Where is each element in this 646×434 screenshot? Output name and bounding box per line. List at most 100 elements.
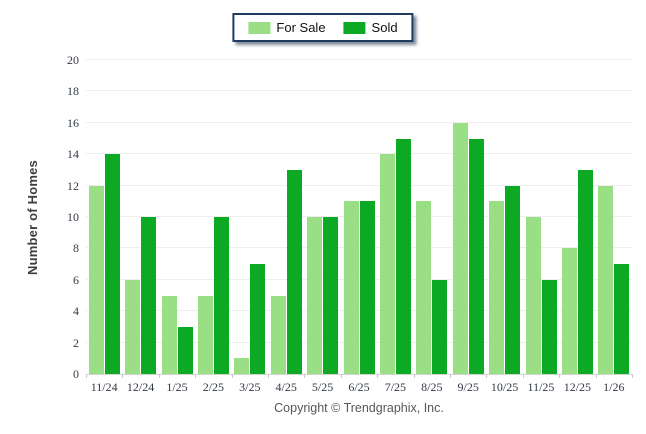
bar-sold-10-25[interactable] [505, 185, 521, 374]
legend-label-for-sale: For Sale [276, 20, 326, 35]
bar-sold-9-25[interactable] [468, 138, 484, 374]
x-axis-tick [195, 374, 197, 378]
x-tick-label-6-25: 6/25 [348, 380, 370, 394]
bar-for-sale-12-25[interactable] [561, 248, 577, 374]
x-tick-label-1-26: 1/26 [603, 380, 625, 394]
bar-for-sale-3-25[interactable] [234, 358, 250, 374]
y-tick-label-10: 10 [67, 210, 79, 224]
x-axis-tick [522, 374, 524, 378]
legend-swatch-for-sale [248, 21, 271, 34]
x-axis-tick [340, 374, 342, 378]
bar-sold-5-25[interactable] [323, 217, 339, 374]
bar-group-4-25 [268, 60, 304, 374]
bar-sold-2-25[interactable] [213, 217, 229, 374]
bar-sold-4-25[interactable] [286, 169, 302, 374]
legend-label-sold: Sold [371, 20, 398, 35]
bar-group-12-25 [559, 60, 595, 374]
x-tick-label-8-25: 8/25 [421, 380, 443, 394]
y-tick-label-14: 14 [67, 147, 79, 162]
bar-sold-7-25[interactable] [395, 138, 411, 374]
bar-sold-1-25[interactable] [177, 326, 193, 374]
x-axis-tick [268, 374, 269, 378]
y-tick-label-4: 4 [73, 304, 79, 319]
gridline-y-8 [86, 247, 632, 249]
x-tick-label-5-25: 5/25 [311, 380, 334, 394]
x-tick-label-10-25: 10/25 [490, 380, 519, 394]
gridline-y-14 [86, 153, 632, 155]
bar-sold-12-25[interactable] [577, 169, 593, 374]
bar-sold-11-25[interactable] [541, 279, 557, 374]
bar-group-11-25 [523, 60, 559, 374]
gridline-y-20 [86, 59, 632, 60]
bar-for-sale-11-24[interactable] [88, 185, 104, 374]
x-axis-tick [632, 374, 633, 378]
x-axis-tick [559, 374, 561, 378]
bar-group-6-25 [341, 60, 377, 374]
x-axis-tick [595, 374, 597, 378]
x-axis-tick [122, 374, 124, 378]
x-tick-label-3-25: 3/25 [239, 380, 261, 394]
bar-group-9-25 [450, 60, 486, 374]
x-axis-tick [86, 374, 87, 378]
bar-for-sale-1-25[interactable] [161, 295, 177, 374]
x-tick-label-11-25: 11/25 [527, 380, 555, 394]
bar-group-2-25 [195, 60, 231, 374]
bar-group-1-25 [159, 60, 195, 374]
copyright-text: Copyright © Trendgraphix, Inc. [274, 401, 444, 415]
y-tick-label-8: 8 [73, 241, 79, 256]
bar-sold-8-25[interactable] [432, 279, 448, 374]
bar-sold-6-25[interactable] [359, 201, 375, 374]
y-tick-label-16: 16 [67, 115, 79, 130]
x-axis-tick [377, 374, 379, 378]
x-axis-tick [304, 374, 306, 378]
bar-for-sale-1-26[interactable] [598, 185, 614, 374]
legend-item-for-sale: For Sale [248, 20, 326, 35]
x-axis-tick [158, 374, 160, 378]
bar-sold-3-25[interactable] [250, 264, 266, 374]
bar-group-1-26 [596, 60, 632, 374]
bar-group-12-24 [122, 60, 158, 374]
y-tick-label-18: 18 [67, 84, 79, 99]
y-tick-label-2: 2 [73, 335, 79, 350]
bar-sold-11-24[interactable] [104, 154, 120, 374]
x-tick-label-1-25: 1/25 [166, 380, 188, 394]
bar-group-5-25 [304, 60, 340, 374]
x-tick-label-9-25: 9/25 [457, 380, 479, 394]
bar-for-sale-5-25[interactable] [307, 217, 323, 374]
x-tick-label-4-25: 4/25 [275, 380, 297, 394]
x-tick-label-2-25: 2/25 [202, 380, 225, 394]
gridline-y-6 [86, 278, 632, 280]
gridline-y-16 [86, 121, 632, 123]
chart-legend: For Sale Sold [232, 13, 414, 42]
bar-group-7-25 [377, 60, 413, 374]
bar-sold-12-24[interactable] [141, 217, 157, 374]
bar-for-sale-11-25[interactable] [525, 217, 541, 374]
bar-group-8-25 [414, 60, 450, 374]
y-tick-label-20: 20 [67, 53, 79, 67]
legend-item-sold: Sold [343, 20, 398, 35]
bar-for-sale-7-25[interactable] [379, 154, 395, 374]
bar-groups [86, 60, 632, 374]
bar-for-sale-10-25[interactable] [489, 201, 505, 374]
bar-group-3-25 [232, 60, 268, 374]
legend-swatch-sold [343, 21, 366, 34]
bar-for-sale-12-24[interactable] [125, 279, 141, 374]
gridline-y-2 [86, 341, 632, 343]
bar-for-sale-2-25[interactable] [197, 295, 213, 374]
x-axis-tick [486, 374, 488, 378]
y-tick-label-12: 12 [67, 178, 79, 193]
bar-group-11-24 [86, 60, 122, 374]
y-tick-label-6: 6 [73, 272, 79, 287]
bar-sold-1-26[interactable] [614, 264, 630, 374]
x-axis-tick [450, 374, 451, 378]
x-axis-tick [413, 374, 415, 378]
plot-area [86, 59, 633, 378]
bar-for-sale-9-25[interactable] [452, 122, 468, 374]
x-axis-tick [231, 374, 233, 378]
bar-for-sale-4-25[interactable] [270, 295, 286, 374]
bar-for-sale-6-25[interactable] [343, 201, 359, 374]
x-tick-label-12-24: 12/24 [126, 380, 155, 394]
gridline-y-12 [86, 184, 632, 186]
bar-for-sale-8-25[interactable] [416, 201, 432, 374]
